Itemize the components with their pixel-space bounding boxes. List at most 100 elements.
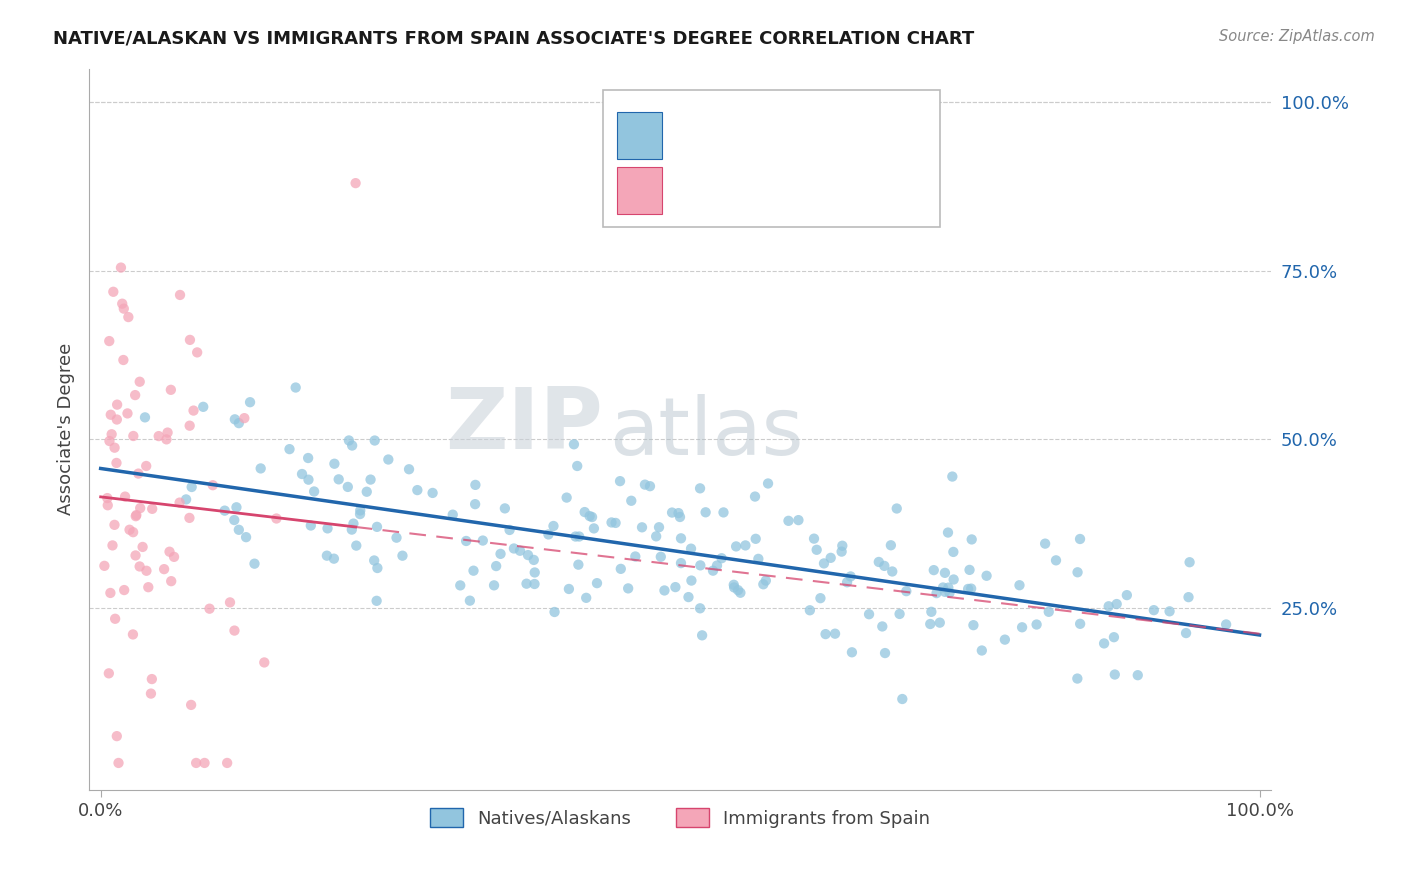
Point [349,507,371,521]
Point [645,529,668,543]
Point [125,508,148,522]
Point [523,553,546,567]
Point [186,756,208,770]
Point [820,550,842,565]
Point [110,260,132,275]
Point [122,525,145,540]
Point [962,618,984,632]
Point [299,518,322,533]
Point [960,582,983,596]
Point [942,573,965,587]
Point [970,643,993,657]
Point [136,580,159,594]
Point [363,553,385,567]
Point [186,345,208,359]
Point [1159,604,1181,618]
Point [934,566,956,580]
Point [156,425,179,440]
Point [1143,603,1166,617]
Point [523,577,546,591]
Point [302,484,325,499]
Point [896,584,918,599]
Point [107,756,129,770]
Point [668,506,690,520]
Point [702,564,724,578]
Point [316,521,339,535]
Point [1115,588,1137,602]
Point [122,627,145,641]
Point [233,411,256,425]
Point [1105,597,1128,611]
Point [322,551,344,566]
Point [356,484,378,499]
Point [456,533,478,548]
Point [574,505,596,519]
Point [706,558,728,573]
Point [922,563,945,577]
Point [422,486,444,500]
Point [872,619,894,633]
Point [936,525,959,540]
Point [575,591,598,605]
Point [1104,667,1126,681]
Point [201,478,224,492]
Point [920,605,942,619]
Point [617,582,640,596]
Point [669,510,692,524]
Point [515,576,537,591]
Point [882,565,904,579]
Point [537,527,560,541]
Point [139,687,162,701]
Point [747,552,769,566]
Point [155,433,177,447]
Point [159,545,181,559]
Point [103,441,125,455]
Point [942,545,965,559]
Point [441,508,464,522]
Point [755,574,778,588]
Point [638,479,661,493]
Text: N = 198: N = 198 [810,122,894,142]
Point [340,438,363,452]
Point [934,584,956,599]
Point [669,532,692,546]
Text: Source: ZipAtlas.com: Source: ZipAtlas.com [1219,29,1375,45]
Point [689,558,711,573]
Point [681,574,703,588]
Point [464,478,486,492]
Point [174,492,197,507]
Point [160,574,183,589]
Point [98,434,121,448]
Point [567,558,589,572]
Point [1098,599,1121,614]
Point [124,388,146,402]
Point [543,605,565,619]
Point [117,406,139,420]
Legend: Natives/Alaskans, Immigrants from Spain: Natives/Alaskans, Immigrants from Spain [423,801,938,835]
Point [1126,668,1149,682]
Point [219,595,242,609]
Point [100,586,122,600]
FancyBboxPatch shape [617,168,662,214]
Point [179,511,201,525]
Point [503,541,526,556]
Point [129,501,152,516]
Point [976,568,998,582]
Point [336,480,359,494]
Point [582,521,605,535]
Point [291,467,314,481]
Point [344,539,367,553]
Point [1177,590,1199,604]
Point [398,462,420,476]
Point [938,586,960,600]
Point [889,607,911,621]
Point [1069,532,1091,546]
Point [824,626,846,640]
Point [225,500,247,515]
Point [243,557,266,571]
Point [349,503,371,517]
Point [169,288,191,302]
Point [664,580,686,594]
Point [463,564,485,578]
Point [112,583,135,598]
